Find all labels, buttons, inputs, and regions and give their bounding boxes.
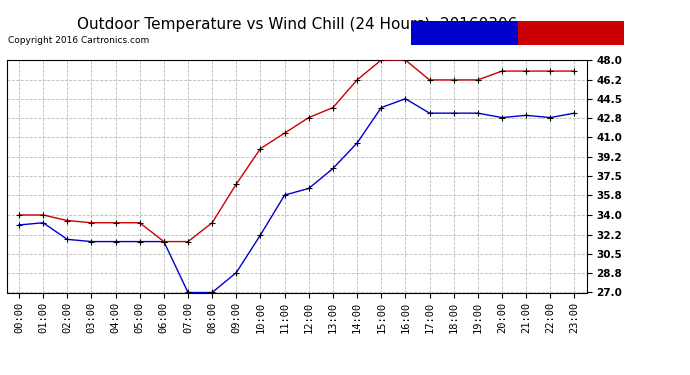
Text: Wind Chill (°F): Wind Chill (°F) — [413, 28, 493, 38]
Text: Temperature (°F): Temperature (°F) — [520, 28, 615, 38]
Text: Copyright 2016 Cartronics.com: Copyright 2016 Cartronics.com — [8, 36, 150, 45]
Text: Outdoor Temperature vs Wind Chill (24 Hours)  20160306: Outdoor Temperature vs Wind Chill (24 Ho… — [77, 17, 517, 32]
